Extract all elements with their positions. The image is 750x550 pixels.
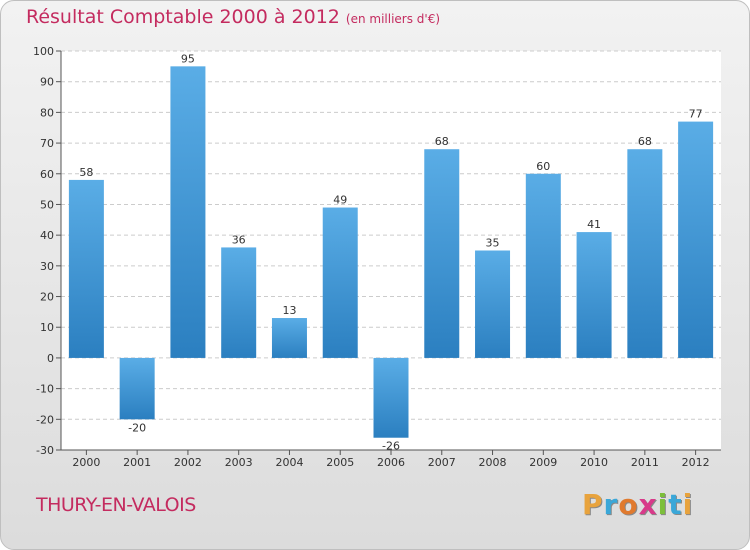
y-tick-label: 0 xyxy=(47,352,54,365)
data-label: -20 xyxy=(128,421,146,434)
x-tick-label: 2007 xyxy=(428,456,456,469)
bar xyxy=(525,173,561,358)
data-label: 77 xyxy=(689,108,703,121)
y-tick-label: 100 xyxy=(33,45,54,58)
bar xyxy=(221,247,257,358)
y-tick-label: 90 xyxy=(40,76,54,89)
y-tick-label: -30 xyxy=(36,444,54,457)
y-tick-label: 50 xyxy=(40,198,54,211)
data-label: 60 xyxy=(536,160,550,173)
x-tick-label: 2002 xyxy=(174,456,202,469)
chart-title-text: Résultat Comptable 2000 à 2012 xyxy=(26,6,340,28)
data-label: -26 xyxy=(382,440,400,453)
logo-letter: i xyxy=(657,488,669,521)
x-tick-label: 2001 xyxy=(123,456,151,469)
y-tick-label: 80 xyxy=(40,106,54,119)
y-tick-label: 30 xyxy=(40,260,54,273)
bar xyxy=(170,66,206,358)
data-label: 41 xyxy=(587,218,601,231)
x-tick-label: 2012 xyxy=(682,456,710,469)
data-label: 58 xyxy=(79,166,93,179)
bar xyxy=(322,207,358,358)
data-label: 68 xyxy=(638,135,652,148)
x-tick-label: 2005 xyxy=(326,456,354,469)
y-tick-label: 40 xyxy=(40,229,54,242)
bar xyxy=(373,357,409,438)
bar xyxy=(678,121,714,358)
y-tick-label: 10 xyxy=(40,321,54,334)
y-tick-label: 20 xyxy=(40,291,54,304)
logo-letter: P xyxy=(582,488,604,521)
logo-letter: i xyxy=(682,488,694,521)
bar xyxy=(627,149,663,358)
y-tick-label: -10 xyxy=(36,383,54,396)
bar xyxy=(475,250,511,358)
x-tick-label: 2011 xyxy=(631,456,659,469)
x-tick-label: 2008 xyxy=(479,456,507,469)
bar xyxy=(68,179,104,358)
data-label: 95 xyxy=(181,52,195,65)
logo-letter: r xyxy=(603,488,619,521)
bar xyxy=(271,318,307,358)
data-label: 13 xyxy=(282,304,296,317)
y-tick-label: 60 xyxy=(40,168,54,181)
x-tick-label: 2006 xyxy=(377,456,405,469)
bar xyxy=(424,149,460,358)
logo-letter: o xyxy=(618,488,639,521)
proxiti-logo: Proxiti xyxy=(582,488,693,521)
y-tick-label: 70 xyxy=(40,137,54,150)
data-label: 68 xyxy=(435,135,449,148)
chart-subtitle: (en milliers d'€) xyxy=(345,12,441,26)
logo-letter: t xyxy=(668,488,683,521)
x-tick-label: 2000 xyxy=(72,456,100,469)
chart-title: Résultat Comptable 2000 à 2012 (en millie… xyxy=(26,6,440,28)
data-label: 49 xyxy=(333,194,347,207)
x-tick-label: 2004 xyxy=(275,456,303,469)
x-tick-label: 2010 xyxy=(580,456,608,469)
logo-letter: x xyxy=(638,488,658,521)
bar xyxy=(576,232,612,358)
data-label: 35 xyxy=(486,237,500,250)
x-tick-label: 2009 xyxy=(529,456,557,469)
y-tick-label: -20 xyxy=(36,413,54,426)
x-tick-label: 2003 xyxy=(225,456,253,469)
commune-name: THURY-EN-VALOIS xyxy=(36,494,196,516)
bar xyxy=(119,357,155,420)
data-label: 36 xyxy=(232,233,246,246)
